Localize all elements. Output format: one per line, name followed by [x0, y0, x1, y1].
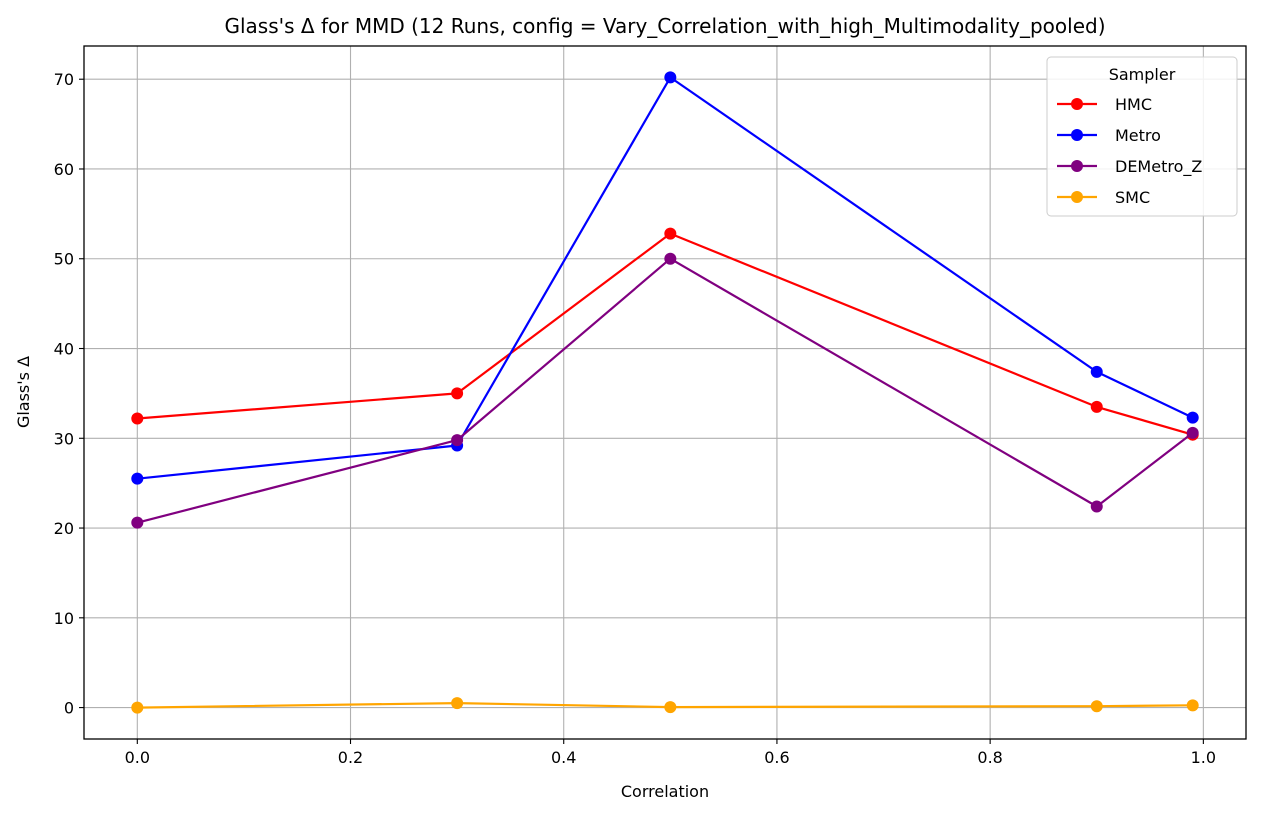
- data-point-metro: [131, 472, 144, 485]
- legend-label-smc: SMC: [1115, 188, 1150, 207]
- legend-label-metro: Metro: [1115, 126, 1161, 145]
- y-tick-label: 0: [64, 699, 74, 718]
- legend-label-demetro-z: DEMetro_Z: [1115, 157, 1202, 177]
- x-tick-label: 0.0: [125, 748, 150, 767]
- legend-marker-hmc: [1071, 98, 1083, 110]
- data-point-hmc: [664, 227, 677, 240]
- data-point-demetro-z: [131, 516, 144, 529]
- data-point-demetro-z: [1186, 426, 1199, 439]
- x-axis-label: Correlation: [621, 782, 709, 801]
- x-tick-label: 1.0: [1191, 748, 1216, 767]
- x-tick-label: 0.6: [764, 748, 789, 767]
- y-axis-label: Glass's Δ: [14, 356, 33, 428]
- series-smc: [131, 697, 1199, 714]
- y-tick-label: 50: [54, 250, 74, 269]
- series-metro: [131, 71, 1199, 485]
- data-point-metro: [1186, 411, 1199, 424]
- y-tick-label: 70: [54, 70, 74, 89]
- data-point-smc: [131, 701, 144, 714]
- data-point-demetro-z: [1090, 500, 1103, 513]
- legend-title: Sampler: [1109, 65, 1176, 84]
- legend-marker-demetro-z: [1071, 160, 1083, 172]
- legend-marker-metro: [1071, 129, 1083, 141]
- data-point-hmc: [1090, 400, 1103, 413]
- series-demetro-z: [131, 252, 1199, 529]
- data-point-metro: [1090, 365, 1103, 378]
- ticks: 0.0 0.2 0.4 0.6 0.8 1.0 0 10 20 30 40 50 60 70: [54, 70, 1216, 767]
- data-point-smc: [1090, 700, 1103, 713]
- y-tick-label: 60: [54, 160, 74, 179]
- data-point-smc: [451, 697, 464, 710]
- y-tick-label: 10: [54, 609, 74, 628]
- chart-title: Glass's Δ for MMD (12 Runs, config = Var…: [225, 14, 1106, 38]
- y-tick-label: 40: [54, 340, 74, 359]
- series-line-demetro-z: [137, 257, 1194, 524]
- data-point-metro: [664, 71, 677, 84]
- legend-frame: [1046, 56, 1238, 217]
- data-point-hmc: [451, 387, 464, 400]
- series-group: [131, 71, 1199, 714]
- x-tick-label: 0.4: [551, 748, 576, 767]
- legend-label-hmc: HMC: [1115, 95, 1152, 114]
- data-point-hmc: [131, 412, 144, 425]
- data-point-demetro-z: [451, 434, 464, 447]
- x-tick-label: 0.8: [977, 748, 1002, 767]
- data-point-demetro-z: [664, 252, 677, 265]
- y-tick-label: 30: [54, 429, 74, 448]
- data-point-smc: [664, 701, 677, 714]
- legend: Sampler HMC Metro DEMetro_Z SMC: [1046, 56, 1238, 217]
- legend-marker-smc: [1071, 191, 1083, 203]
- x-tick-label: 0.2: [338, 748, 363, 767]
- series-line-metro: [137, 76, 1194, 480]
- plot-frame: [83, 45, 1247, 740]
- data-point-smc: [1186, 699, 1199, 712]
- y-tick-label: 20: [54, 519, 74, 538]
